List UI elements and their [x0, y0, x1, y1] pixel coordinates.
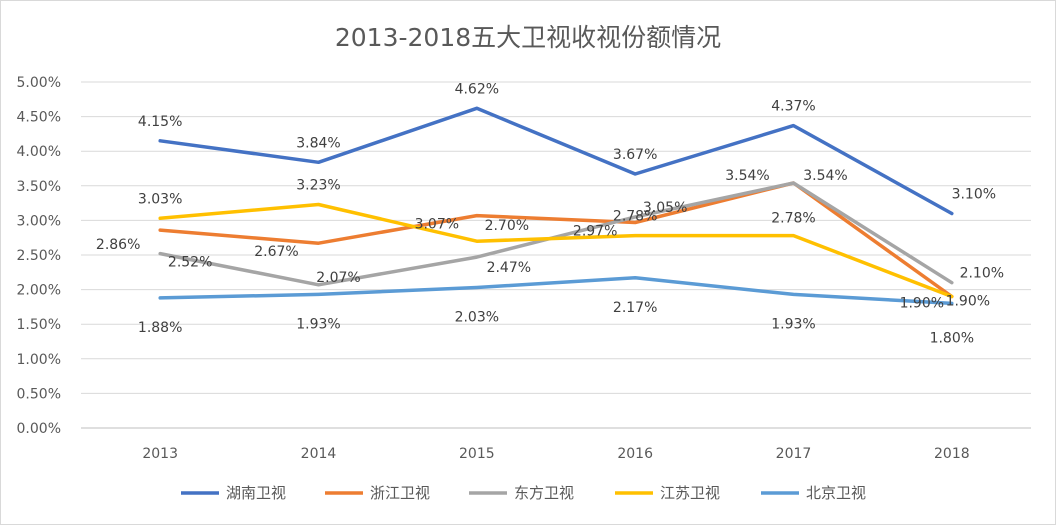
- series-layer: [158, 106, 954, 306]
- data-label: 3.54%: [725, 168, 769, 184]
- legend: 湖南卫视 浙江卫视 东方卫视 江苏卫视 北京卫视: [181, 484, 866, 502]
- data-label: 3.07%: [415, 217, 459, 233]
- data-label: 1.88%: [138, 320, 182, 336]
- x-tick-label: 2014: [301, 446, 337, 462]
- data-label: 1.90%: [946, 294, 990, 310]
- series-line-3: [158, 202, 954, 299]
- y-tick-label: 3.50%: [17, 179, 61, 195]
- x-tick-label: 2016: [617, 446, 653, 462]
- y-tick-label: 2.50%: [17, 248, 61, 264]
- data-label: 3.05%: [643, 200, 687, 216]
- legend-label: 东方卫视: [514, 484, 574, 502]
- data-label: 1.93%: [771, 316, 815, 332]
- legend-label: 湖南卫视: [226, 484, 286, 502]
- data-label: 2.17%: [613, 300, 657, 316]
- y-tick-label: 1.50%: [17, 317, 61, 333]
- y-tick-label: 4.00%: [17, 144, 61, 160]
- data-label: 4.62%: [455, 81, 499, 97]
- data-label: 4.37%: [771, 99, 815, 115]
- series-line-2: [158, 181, 954, 287]
- data-label: 1.80%: [930, 330, 974, 346]
- y-tick-label: 2.00%: [17, 283, 61, 299]
- series-line-4: [158, 276, 954, 306]
- y-axis-ticks: 0.00% 0.50% 1.00% 1.50% 2.00% 2.50% 3.00% 3.50%…: [17, 75, 61, 437]
- data-label: 3.54%: [803, 168, 847, 184]
- data-label: 2.78%: [613, 209, 657, 225]
- y-tick-label: 3.00%: [17, 213, 61, 229]
- data-label: 2.97%: [573, 223, 617, 239]
- x-tick-label: 2017: [776, 446, 812, 462]
- grid-layer: [81, 81, 1031, 429]
- x-tick-label: 2018: [934, 446, 970, 462]
- x-tick-label: 2015: [459, 446, 495, 462]
- data-label: 3.23%: [296, 177, 340, 193]
- legend-label: 北京卫视: [806, 484, 866, 502]
- legend-label: 浙江卫视: [370, 484, 430, 502]
- data-label-layer: 4.15% 3.84% 4.62% 3.67% 4.37% 3.10% 2.86% 2.67%…: [96, 81, 1004, 346]
- data-label: 2.10%: [960, 266, 1004, 282]
- x-tick-label: 2013: [142, 446, 178, 462]
- x-axis-ticks: 2013 2014 2015 2016 2017 2018: [142, 446, 969, 462]
- y-tick-label: 0.50%: [17, 386, 61, 402]
- data-label: 2.70%: [485, 218, 529, 234]
- data-label: 2.52%: [168, 255, 212, 271]
- data-label: 2.03%: [455, 310, 499, 326]
- data-label: 2.78%: [771, 211, 815, 227]
- y-tick-label: 4.50%: [17, 110, 61, 126]
- series-line-1: [158, 181, 954, 299]
- data-label: 3.67%: [613, 147, 657, 163]
- data-label: 2.47%: [487, 260, 531, 276]
- y-tick-label: 0.00%: [17, 421, 61, 437]
- series-line-0: [158, 106, 954, 216]
- data-label: 1.93%: [296, 316, 340, 332]
- data-label: 1.90%: [900, 296, 944, 312]
- data-label: 3.03%: [138, 191, 182, 207]
- y-tick-label: 5.00%: [17, 75, 61, 91]
- data-label: 3.10%: [952, 186, 996, 202]
- legend-label: 江苏卫视: [660, 484, 720, 502]
- y-tick-label: 1.00%: [17, 352, 61, 368]
- data-label: 4.15%: [138, 114, 182, 130]
- data-label: 2.86%: [96, 237, 140, 253]
- chart-title: 2013-2018五大卫视收视份额情况: [335, 23, 721, 52]
- data-label: 3.84%: [296, 135, 340, 151]
- data-label: 2.67%: [254, 244, 298, 260]
- data-label: 2.07%: [316, 270, 360, 286]
